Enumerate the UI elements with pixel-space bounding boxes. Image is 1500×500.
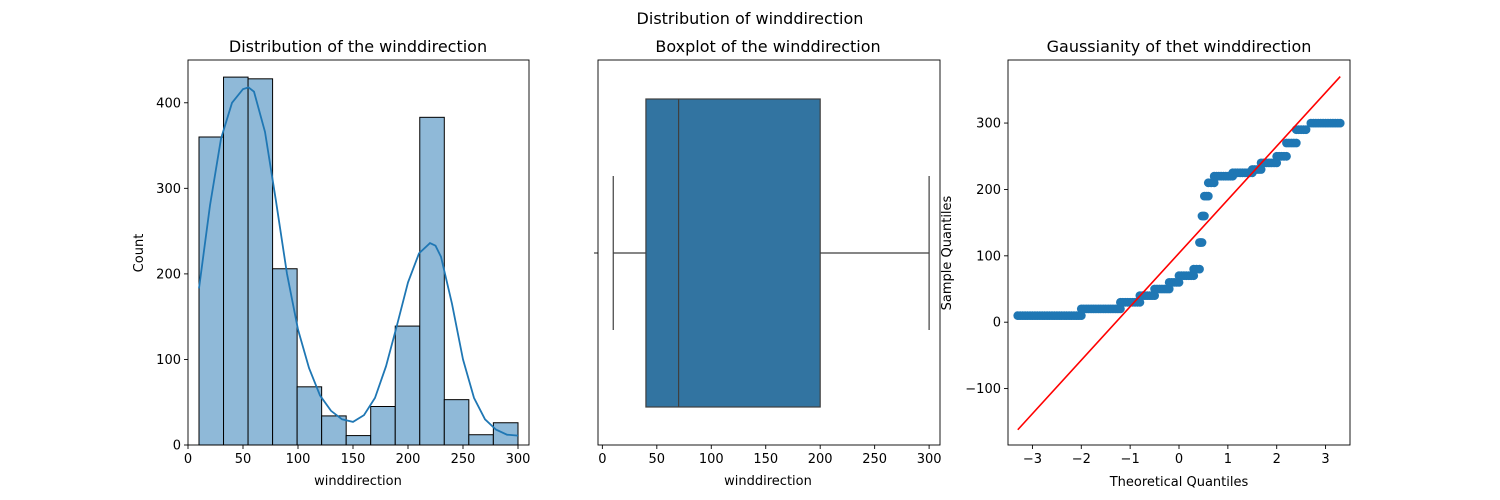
qq-point xyxy=(1189,271,1199,281)
histogram-ytick-label: 300 xyxy=(156,182,181,197)
histogram-bar xyxy=(419,116,445,446)
histogram-xtick-label: 100 xyxy=(286,452,311,467)
qq-xlabel: Theoretical Quantiles xyxy=(1109,475,1249,490)
qq-point xyxy=(1197,238,1207,247)
histogram-bar xyxy=(370,406,396,446)
boxplot-xtick-label: 300 xyxy=(917,452,942,467)
qq-plot-panel: Gaussianity of thet winddirection Theore… xyxy=(940,37,1351,490)
boxplot-xtick-label: 250 xyxy=(862,452,887,467)
boxplot-axes-frame xyxy=(597,59,941,446)
kde-line xyxy=(198,86,519,437)
boxplot-xtick-label: 200 xyxy=(808,452,833,467)
histogram-xtick-label: 300 xyxy=(506,452,531,467)
qq-point xyxy=(1135,297,1145,307)
boxplot-xtick-label: 150 xyxy=(753,452,778,467)
qq-ylabel: Sample Quantiles xyxy=(940,195,955,310)
qq-point xyxy=(1256,165,1266,174)
histogram-bar xyxy=(468,434,494,446)
boxplot-panel: Boxplot of the winddirection winddirecti… xyxy=(594,37,942,489)
qq-point xyxy=(1209,178,1219,188)
qq-point xyxy=(1076,311,1086,320)
qq-point xyxy=(1195,264,1204,274)
qq-point xyxy=(1272,158,1282,168)
qq-ytick-label: 200 xyxy=(976,183,1001,198)
histogram-bar xyxy=(223,76,249,446)
boxplot-xlabel: winddirection xyxy=(724,474,812,489)
qq-ytick-label: 0 xyxy=(993,316,1001,331)
qq-point xyxy=(1174,278,1184,287)
box-iqr xyxy=(645,98,821,408)
histogram-ylabel: Count xyxy=(132,234,147,273)
histogram-bar xyxy=(345,435,372,446)
histogram-bar xyxy=(296,386,323,446)
qq-xtick-label: −2 xyxy=(1072,452,1091,467)
histogram-ytick-label: 200 xyxy=(156,267,181,282)
histogram-xlabel: winddirection xyxy=(314,474,402,489)
figure-suptitle: Distribution of winddirection xyxy=(637,9,864,28)
qq-point xyxy=(1301,125,1311,135)
qq-title: Gaussianity of thet winddirection xyxy=(1047,37,1312,56)
qq-point xyxy=(1335,118,1345,128)
qq-point xyxy=(1164,284,1174,294)
qq-ytick-label: 100 xyxy=(976,249,1001,264)
histogram-bar xyxy=(198,136,225,446)
histogram-bar xyxy=(394,325,421,446)
qq-point xyxy=(1291,138,1301,148)
qq-reference-line xyxy=(1017,76,1341,431)
histogram-bar xyxy=(443,399,470,446)
histogram-xtick-label: 150 xyxy=(341,452,366,467)
histogram-xtick-label: 250 xyxy=(451,452,476,467)
histogram-xtick-label: 0 xyxy=(184,452,192,467)
qq-xtick-label: −3 xyxy=(1023,452,1042,467)
boxplot-xtick-label: 100 xyxy=(699,452,724,467)
histogram-xtick-label: 50 xyxy=(235,452,252,467)
histogram-ytick-label: 0 xyxy=(173,439,181,454)
qq-point xyxy=(1116,304,1125,314)
qq-ytick-label: 300 xyxy=(976,117,1001,132)
histogram-bar xyxy=(272,268,298,446)
histogram-bar xyxy=(321,415,347,446)
qq-xtick-label: 0 xyxy=(1175,452,1183,467)
qq-point xyxy=(1203,191,1213,201)
histogram-axes-frame xyxy=(187,59,530,446)
qq-xtick-label: 1 xyxy=(1224,452,1232,467)
boxplot-xtick-label: 0 xyxy=(598,452,606,467)
boxplot-xtick-label: 50 xyxy=(649,452,666,467)
histogram-ytick-label: 100 xyxy=(156,353,181,368)
qq-ytick-label: −100 xyxy=(965,382,1001,397)
histogram-title: Distribution of the winddirection xyxy=(229,37,487,56)
qq-point xyxy=(1282,151,1291,161)
histogram-xtick-label: 200 xyxy=(396,452,421,467)
qq-xtick-label: 2 xyxy=(1273,452,1281,467)
histogram-ytick-label: 400 xyxy=(156,96,181,111)
qq-xtick-label: 3 xyxy=(1321,452,1329,467)
histogram-panel: Distribution of the winddirection winddi… xyxy=(132,37,530,489)
qq-point xyxy=(1150,291,1159,300)
qq-point xyxy=(1200,211,1209,221)
qq-xtick-label: −1 xyxy=(1121,452,1140,467)
histogram-bar xyxy=(247,78,274,446)
boxplot-title: Boxplot of the winddirection xyxy=(655,37,880,56)
